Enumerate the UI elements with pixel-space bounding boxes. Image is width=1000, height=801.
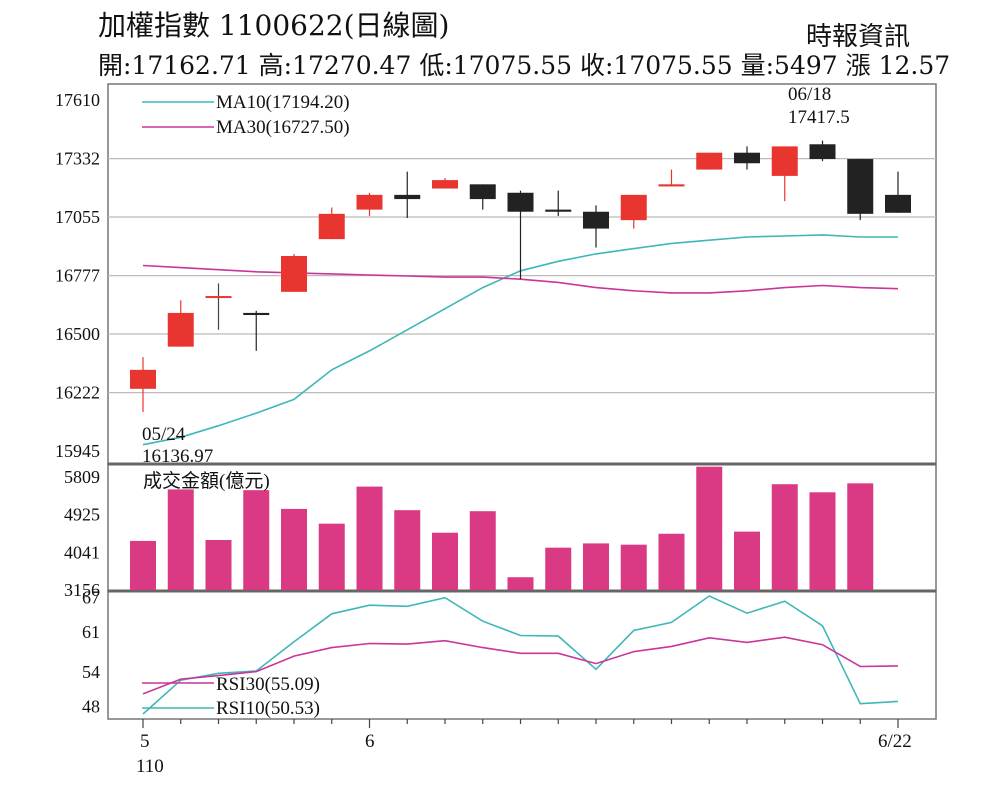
rsi-y-tick: 61 [82, 622, 100, 642]
volume-bar [809, 492, 836, 590]
volume-bar [432, 532, 458, 590]
price-y-tick: 16500 [55, 324, 100, 344]
rsi-y-tick: 67 [82, 588, 100, 608]
chart-title: 加權指數 1100622(日線圖) [98, 9, 450, 42]
volume-bar [469, 511, 496, 590]
price-y-tick: 17055 [55, 207, 100, 227]
x-label-june: 6 [365, 731, 375, 752]
candle-up [658, 184, 685, 187]
low-value-annotation: 16136.97 [142, 446, 213, 467]
ma10-legend-label: MA10(17194.20) [216, 92, 350, 113]
rsi30-line [142, 636, 899, 695]
volume-bar [167, 489, 194, 590]
volume-bar [507, 577, 534, 590]
volume-bar [696, 466, 723, 590]
candle-up [130, 369, 156, 389]
x-label-year: 110 [136, 756, 164, 777]
candle-down [545, 209, 572, 212]
candle-up [771, 146, 798, 176]
price-y-tick: 17610 [55, 90, 100, 110]
candle-down [583, 211, 609, 229]
candle-down [847, 159, 874, 214]
low-date-annotation: 05/24 [142, 424, 186, 445]
volume-bar [394, 510, 421, 590]
candle-up [356, 194, 383, 210]
ma30-legend-label: MA30(16727.50) [216, 117, 350, 138]
volume-bar [658, 533, 685, 590]
volume-bar [620, 544, 647, 590]
price-y-tick: 16777 [55, 266, 100, 286]
candle-down [469, 184, 496, 200]
volume-bar [205, 539, 232, 590]
rsi10-line [142, 595, 899, 715]
candle-up [318, 213, 345, 240]
source-label: 時報資訊 [806, 22, 911, 52]
volume-bar [545, 547, 572, 590]
price-y-tick: 15945 [55, 441, 100, 461]
candle-up [205, 296, 232, 299]
candle-down [394, 194, 421, 200]
candle-down [734, 152, 760, 164]
candle-down [809, 144, 836, 160]
volume-bar [771, 484, 798, 590]
candle-up [167, 312, 194, 347]
volume-title: 成交金額(億元) [143, 470, 270, 492]
price-y-tick: 16222 [55, 383, 100, 403]
volume-bar [583, 543, 609, 590]
rsi30-legend-label: RSI30(55.09) [216, 674, 320, 695]
candle-down [885, 194, 911, 213]
rsi-y-tick: 48 [82, 697, 100, 717]
price-y-tick: 17332 [55, 149, 100, 169]
candle-up [432, 180, 458, 189]
price-panel [107, 83, 937, 465]
candle-up [281, 256, 307, 292]
candle-down [507, 192, 534, 212]
x-label-end: 6/22 [878, 731, 912, 752]
volume-bar [243, 490, 270, 590]
volume-bar [281, 508, 307, 590]
volume-y-tick: 5809 [64, 467, 100, 487]
volume-bar [356, 486, 383, 590]
high-value-annotation: 17417.5 [788, 107, 850, 128]
candle-up [696, 152, 723, 170]
x-label-may: 5 [140, 731, 150, 752]
volume-y-tick: 4925 [64, 505, 100, 525]
ohlc-summary: 開:17162.71 高:17270.47 低:17075.55 收:17075… [98, 51, 951, 80]
volume-y-tick: 4041 [64, 542, 100, 562]
candle-up [620, 194, 647, 221]
rsi-y-tick: 54 [82, 662, 100, 682]
volume-bar [847, 483, 874, 590]
volume-bar [130, 540, 156, 590]
candle-down [243, 312, 270, 316]
volume-y-tick: 3156 [64, 580, 100, 600]
volume-bar [734, 531, 760, 590]
rsi10-legend-label: RSI10(50.53) [216, 698, 320, 719]
volume-bar [318, 523, 345, 590]
high-date-annotation: 06/18 [788, 84, 831, 105]
ma30-line [142, 264, 899, 294]
